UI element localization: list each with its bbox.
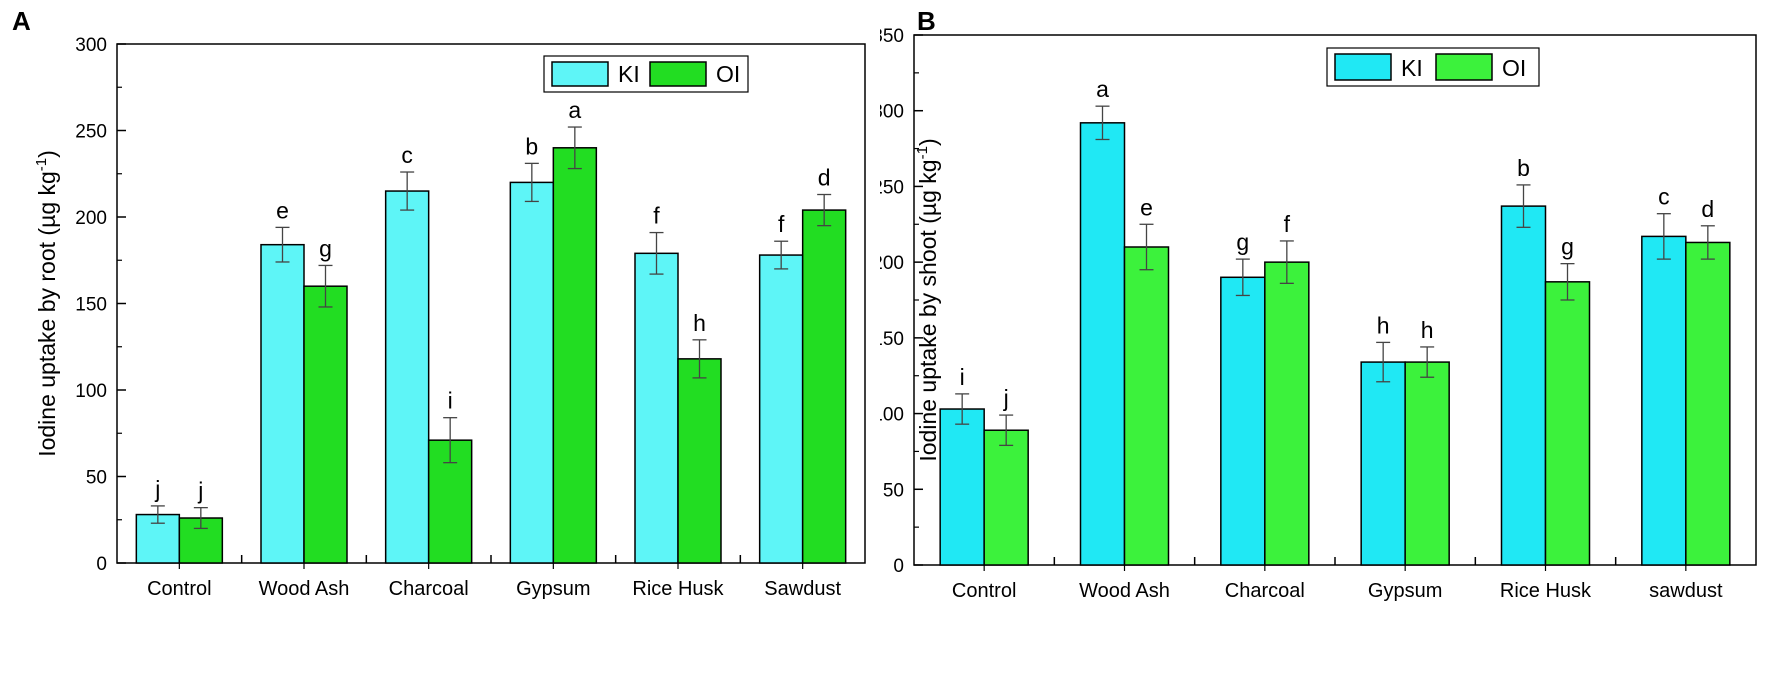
y-tick-label: 50 — [86, 468, 107, 489]
bar-ki-3 — [509, 181, 555, 564]
significance-letter: d — [818, 165, 831, 191]
bar-ki-5 — [1641, 235, 1687, 566]
bar-ki-3 — [1360, 361, 1406, 566]
y-tick-label: 300 — [880, 102, 904, 123]
significance-letter: a — [568, 97, 581, 123]
y-tick-label: 100 — [880, 405, 904, 426]
y-tick-label: 300 — [75, 35, 107, 56]
significance-letter: i — [448, 388, 453, 414]
bar-oi-0 — [178, 517, 224, 564]
significance-letter: f — [1284, 211, 1291, 237]
significance-letter: d — [1701, 196, 1714, 222]
y-axis-label-main: Iodine uptake by root (µg kg — [34, 171, 60, 457]
x-tick-label: Rice Husk — [1500, 580, 1592, 602]
bar-oi-4 — [677, 358, 722, 564]
y-tick-label: 50 — [883, 480, 904, 501]
bar-ki-4 — [1500, 205, 1547, 566]
x-tick-label: Control — [147, 578, 211, 600]
bar-oi-4 — [1544, 281, 1591, 566]
significance-letter: h — [1377, 312, 1390, 338]
bar-oi-5 — [1685, 241, 1731, 566]
x-tick-label: Rice Husk — [632, 578, 724, 600]
legend-swatch-oi — [1435, 53, 1493, 81]
significance-letter: h — [693, 310, 706, 336]
x-tick-label: Gypsum — [1368, 580, 1442, 602]
significance-letter: h — [1421, 317, 1434, 343]
plot-frame — [116, 43, 866, 564]
x-tick-label: Sawdust — [764, 578, 841, 600]
legend-label-ki: KI — [1401, 55, 1423, 81]
bar-oi-1 — [1123, 246, 1170, 566]
y-tick-label: 150 — [75, 295, 107, 316]
legend-label-oi: OI — [716, 61, 740, 87]
y-tick-label: 0 — [96, 554, 107, 575]
legend-swatch-ki — [1334, 53, 1392, 81]
y-tick-label: 350 — [880, 26, 904, 47]
significance-letter: j — [1003, 385, 1009, 411]
y-axis-label-superscript: -1 — [33, 158, 50, 171]
significance-letter: a — [1096, 76, 1109, 102]
significance-letter: c — [401, 142, 413, 168]
bar-ki-5 — [758, 254, 804, 564]
legend-swatch-oi — [649, 61, 707, 87]
x-tick-label: Gypsum — [516, 578, 590, 600]
plot-frame — [913, 34, 1757, 566]
bar-oi-3 — [1404, 361, 1450, 566]
significance-letter: e — [276, 197, 289, 223]
legend-swatch-ki — [551, 61, 609, 87]
chart-panel-b: B 0 50 100 150 200 250 300 350 Iodine uptake by s… — [880, 6, 1757, 602]
legend-label-oi: OI — [1502, 55, 1526, 81]
y-tick-label: 0 — [893, 556, 904, 577]
y-tick-label: 200 — [75, 208, 107, 229]
significance-letter: e — [1140, 194, 1153, 220]
bar-ki-2 — [1220, 276, 1266, 566]
y-axis-label-superscript: -1 — [914, 146, 931, 159]
significance-letter: j — [197, 478, 203, 504]
bar-ki-1 — [260, 243, 305, 564]
significance-letter: f — [778, 211, 785, 237]
significance-letter: i — [960, 364, 965, 390]
y-tick-label: 150 — [880, 329, 904, 350]
x-tick-label: Charcoal — [1225, 580, 1305, 602]
x-tick-label: Wood Ash — [1079, 580, 1170, 602]
significance-letter: b — [1517, 155, 1530, 181]
bar-ki-4 — [634, 252, 679, 564]
y-axis-label: Iodine uptake by root (µg kg-1) — [33, 150, 60, 457]
y-tick-label: 250 — [75, 122, 107, 143]
x-tick-label: Control — [952, 580, 1016, 602]
bar-oi-5 — [801, 209, 847, 564]
bar-oi-1 — [303, 285, 348, 564]
bar-oi-0 — [983, 429, 1029, 566]
bar-ki-0 — [939, 408, 985, 566]
significance-letter: j — [154, 476, 160, 502]
significance-letter: g — [319, 235, 332, 261]
significance-letter: c — [1658, 184, 1670, 210]
significance-letter: b — [525, 133, 538, 159]
significance-letter: g — [1561, 234, 1574, 260]
bar-oi-3 — [552, 147, 598, 564]
x-tick-label: Charcoal — [389, 578, 469, 600]
legend-label-ki: KI — [618, 61, 640, 87]
significance-letter: f — [653, 203, 660, 229]
panel-label: B — [917, 6, 936, 36]
y-tick-label: 200 — [880, 253, 904, 274]
bar-ki-2 — [384, 190, 430, 564]
bar-oi-2 — [1264, 261, 1310, 566]
x-tick-label: sawdust — [1649, 580, 1723, 602]
y-axis-label-end: ) — [915, 138, 941, 146]
y-axis-label-main: Iodine uptake by shoot (µg kg — [915, 159, 941, 461]
y-tick-label: 250 — [880, 177, 904, 198]
y-tick-label: 100 — [75, 381, 107, 402]
y-axis-label-end: ) — [34, 150, 60, 158]
x-tick-label: Wood Ash — [259, 578, 350, 600]
significance-letter: g — [1236, 229, 1249, 255]
bar-ki-1 — [1079, 122, 1126, 566]
chart-panel-a: A 0 50 100 150 200 250 300 Iodine uptake by root… — [12, 6, 866, 600]
panel-label: A — [12, 6, 31, 36]
y-axis-label: Iodine uptake by shoot (µg kg-1) — [914, 138, 941, 461]
